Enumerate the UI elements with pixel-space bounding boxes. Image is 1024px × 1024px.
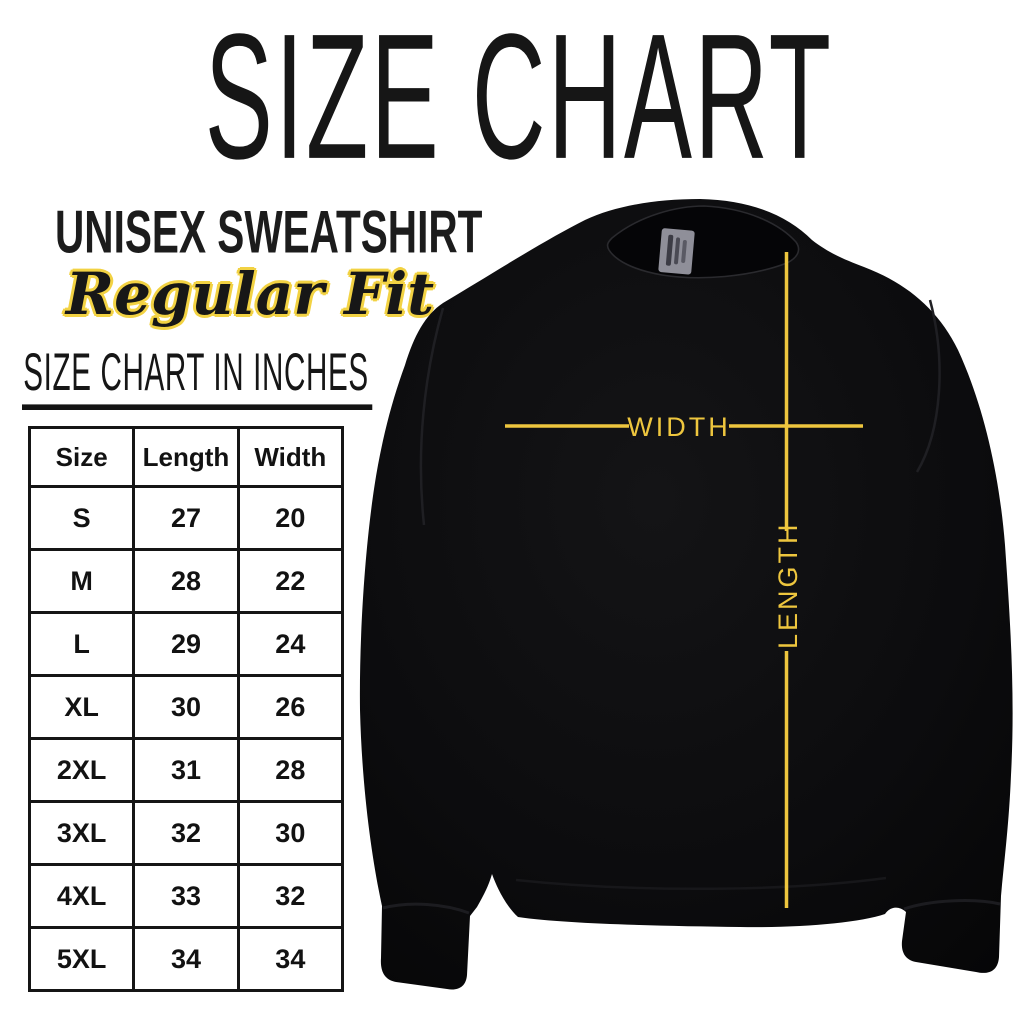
left-cuff-line xyxy=(382,902,470,915)
table-row: L 29 24 xyxy=(27,611,345,677)
table-cell: 26 xyxy=(236,674,345,740)
table-cell: 34 xyxy=(236,926,345,992)
right-sleeve-seam xyxy=(915,299,941,473)
table-cell: 4XL xyxy=(27,863,136,929)
table-cell: 28 xyxy=(132,548,240,614)
column-header: Size xyxy=(27,426,136,488)
column-header: Length xyxy=(132,426,240,488)
table-cell: 30 xyxy=(236,800,345,866)
table-cell: S xyxy=(27,485,136,551)
table-cell: 33 xyxy=(132,863,240,929)
table-cell: XL xyxy=(27,674,136,740)
product-name: UNISEX SWEATSHIRT xyxy=(55,199,483,267)
table-cell: 28 xyxy=(236,737,345,803)
page-title: SIZE CHART xyxy=(204,0,834,197)
column-header: Width xyxy=(236,426,345,488)
table-cell: 5XL xyxy=(27,926,136,992)
table-cell: 34 xyxy=(132,926,240,992)
table-row: 5XL 34 34 xyxy=(27,926,345,992)
table-cell: M xyxy=(27,548,136,614)
size-table-head-row: Size Length Width xyxy=(27,426,345,488)
table-row: S 27 20 xyxy=(27,485,345,551)
table-row: 4XL 33 32 xyxy=(27,863,345,929)
table-row: 3XL 32 30 xyxy=(27,800,345,866)
table-row: XL 30 26 xyxy=(27,674,345,740)
measurement-lines: WIDTH LENGTH xyxy=(505,252,863,908)
length-label: LENGTH xyxy=(773,521,803,649)
size-table-body: S 27 20 M 28 22 L 29 24 XL 30 26 2XL 31 28 3XL 32 30 4XL 33… xyxy=(27,485,345,992)
size-table: Size Length Width S 27 20 M 28 22 L 29 24 XL 30 26 2XL… xyxy=(27,426,345,992)
fit-name: Regular Fit xyxy=(65,260,435,328)
table-cell: 22 xyxy=(236,548,345,614)
table-cell: L xyxy=(27,611,136,677)
table-cell: 32 xyxy=(132,800,240,866)
hem-band-line xyxy=(515,876,887,891)
table-cell: 2XL xyxy=(27,737,136,803)
table-cell: 3XL xyxy=(27,800,136,866)
table-cell: 29 xyxy=(132,611,240,677)
table-heading: SIZE CHART IN INCHES xyxy=(22,343,373,410)
left-sleeve-seam xyxy=(419,307,445,526)
table-cell: 32 xyxy=(236,863,345,929)
table-row: M 28 22 xyxy=(27,548,345,614)
size-table-head: Size Length Width xyxy=(27,426,345,488)
table-cell: 31 xyxy=(132,737,240,803)
sweatshirt-silhouette xyxy=(359,199,1013,990)
table-cell: 30 xyxy=(132,674,240,740)
width-label: WIDTH xyxy=(627,412,730,442)
table-cell: 24 xyxy=(236,611,345,677)
table-row: 2XL 31 28 xyxy=(27,737,345,803)
right-cuff-line xyxy=(903,899,1001,911)
table-cell: 20 xyxy=(236,485,345,551)
neck-tag xyxy=(658,228,695,275)
table-cell: 27 xyxy=(132,485,240,551)
